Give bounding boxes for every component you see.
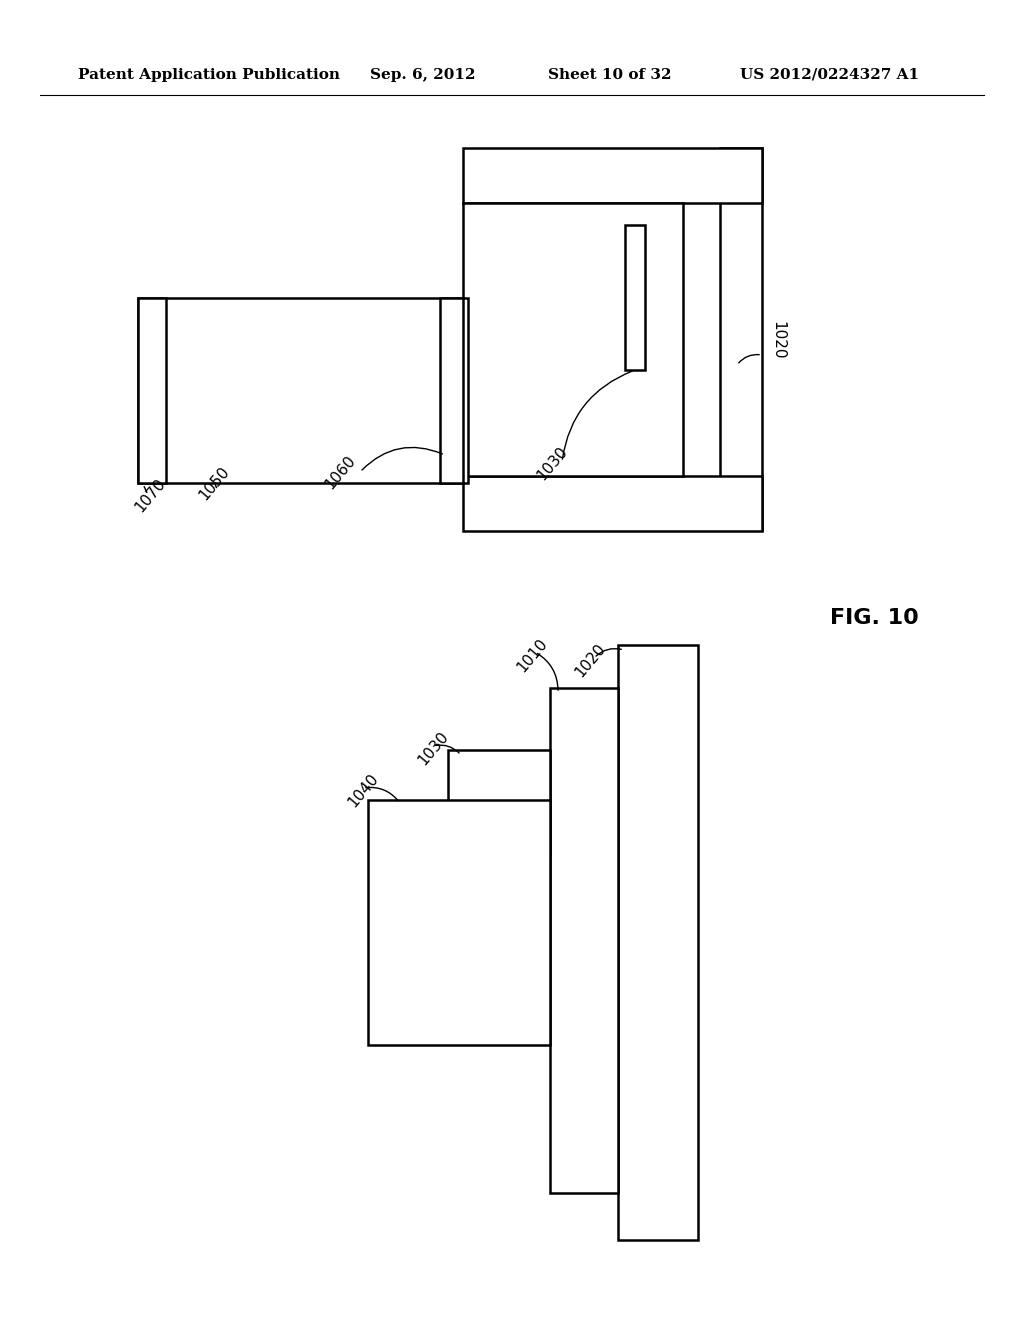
Text: Patent Application Publication: Patent Application Publication [78, 69, 340, 82]
Text: Sep. 6, 2012: Sep. 6, 2012 [370, 69, 475, 82]
Bar [449, 750, 550, 855]
Bar [440, 298, 463, 483]
Text: 1020: 1020 [572, 640, 608, 680]
Text: 1030: 1030 [534, 444, 570, 483]
Text: 1050: 1050 [196, 463, 232, 503]
Text: 1010: 1010 [514, 635, 550, 675]
Text: 1060: 1060 [322, 453, 358, 491]
Bar [625, 224, 645, 370]
Text: Sheet 10 of 32: Sheet 10 of 32 [548, 69, 672, 82]
Bar [720, 148, 762, 531]
Bar [138, 298, 166, 483]
Bar [550, 688, 618, 1193]
Text: FIG. 10: FIG. 10 [830, 609, 919, 628]
Text: 1020: 1020 [770, 321, 785, 359]
Text: 1030: 1030 [415, 729, 452, 768]
Text: US 2012/0224327 A1: US 2012/0224327 A1 [740, 69, 920, 82]
Text: 1070: 1070 [132, 475, 168, 515]
Bar [618, 645, 698, 1239]
Bar [463, 477, 762, 531]
Bar [138, 298, 468, 483]
Bar [368, 800, 550, 1045]
Bar [463, 148, 762, 203]
Text: 1040: 1040 [345, 771, 381, 809]
Bar [463, 203, 683, 477]
